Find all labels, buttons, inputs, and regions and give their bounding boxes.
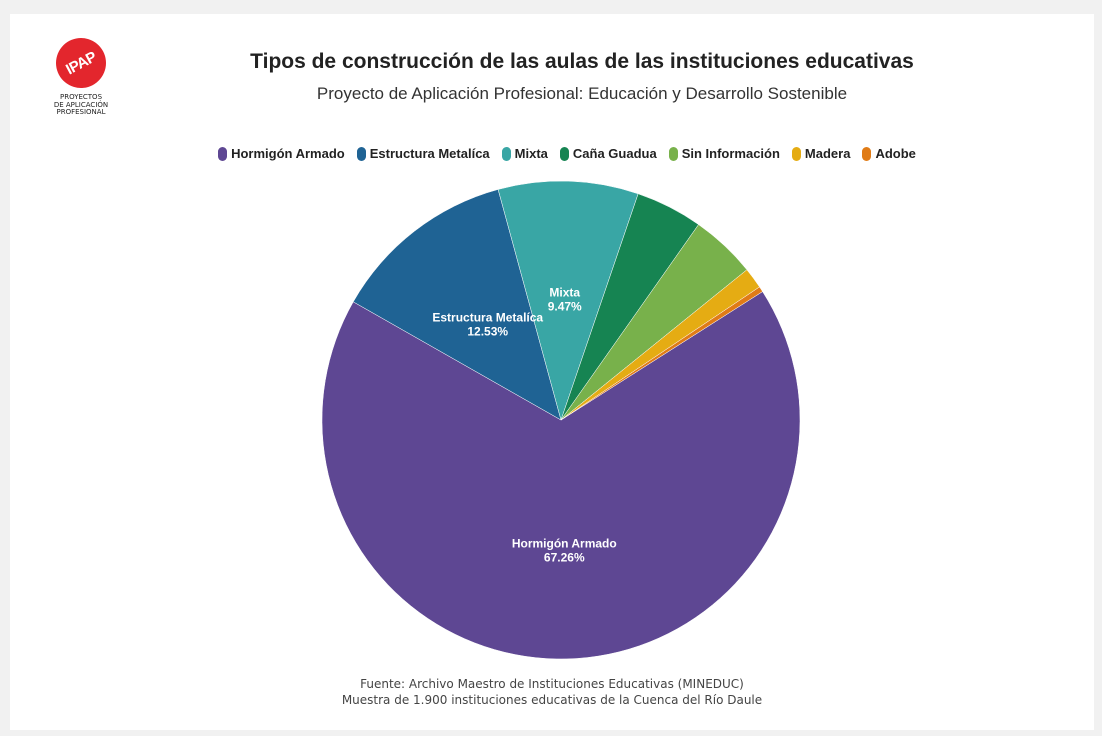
legend-item-cana-guadua[interactable]: Caña Guadua xyxy=(559,146,657,161)
legend-item-sin-informacion[interactable]: Sin Información xyxy=(668,146,780,161)
legend-item-madera[interactable]: Madera xyxy=(791,146,851,161)
pie-slice-adobe[interactable] xyxy=(560,286,763,421)
legend-swatch xyxy=(218,146,228,161)
legend-swatch xyxy=(559,146,569,161)
logo-line-3: PROFESIONAL xyxy=(56,108,106,116)
legend-swatch xyxy=(356,146,366,161)
pie-slice-estructura-metalica[interactable] xyxy=(352,189,562,421)
legend-label: Mixta xyxy=(514,146,548,161)
legend-label: Adobe xyxy=(875,146,916,161)
legend-item-hormigon-armado[interactable]: Hormigón Armado xyxy=(218,146,345,161)
legend-swatch xyxy=(668,146,678,161)
chart-card: IPAP PROYECTOS DE APLICACIÓN PROFESIONAL… xyxy=(10,14,1094,730)
pie-slice-hormigon-armado[interactable] xyxy=(321,291,801,660)
logo-line-2: DE APLICACIÓN xyxy=(53,100,109,109)
legend-label: Hormigón Armado xyxy=(231,146,345,161)
legend-label: Madera xyxy=(804,146,851,161)
pie-slice-mixta[interactable] xyxy=(497,180,639,421)
legend-swatch xyxy=(862,146,872,161)
sample-note: Muestra de 1.900 instituciones educativa… xyxy=(341,693,763,707)
legend-label: Caña Guadua xyxy=(572,146,657,161)
ipap-logo: IPAP PROYECTOS DE APLICACIÓN PROFESIONAL xyxy=(40,29,122,138)
pie-chart: Hormigón Armado 67.26% Estructura Metalíca… xyxy=(321,180,801,660)
legend-item-estructura-metalica[interactable]: Estructura Metalíca xyxy=(356,146,490,161)
legend-label: Estructura Metalíca xyxy=(369,146,490,161)
legend-swatch xyxy=(791,146,801,161)
slice-label-estructura-metalica: Estructura Metalíca 12.53% xyxy=(432,311,543,339)
legend-label: Sin Información xyxy=(681,146,780,161)
chart-subtitle: Proyecto de Aplicación Profesional: Educ… xyxy=(316,84,848,103)
logo-caption: PROYECTOS DE APLICACIÓN PROFESIONAL xyxy=(40,93,122,117)
slice-label-mixta: Mixta 9.47% xyxy=(548,286,582,314)
source-note: Fuente: Archivo Maestro de Instituciones… xyxy=(360,677,744,691)
chart-legend: Hormigón Armado Estructura Metalíca Mixta C… xyxy=(10,146,1094,161)
slice-label-hormigon-armado: Hormigón Armado 67.26% xyxy=(512,536,617,564)
legend-item-adobe[interactable]: Adobe xyxy=(862,146,916,161)
legend-item-mixta[interactable]: Mixta xyxy=(501,146,548,161)
legend-swatch xyxy=(501,146,511,161)
chart-title: Tipos de construcción de las aulas de la… xyxy=(250,50,914,73)
chart-footer: Fuente: Archivo Maestro de Instituciones… xyxy=(10,676,1094,708)
logo-line-1: PROYECTOS xyxy=(59,93,103,101)
